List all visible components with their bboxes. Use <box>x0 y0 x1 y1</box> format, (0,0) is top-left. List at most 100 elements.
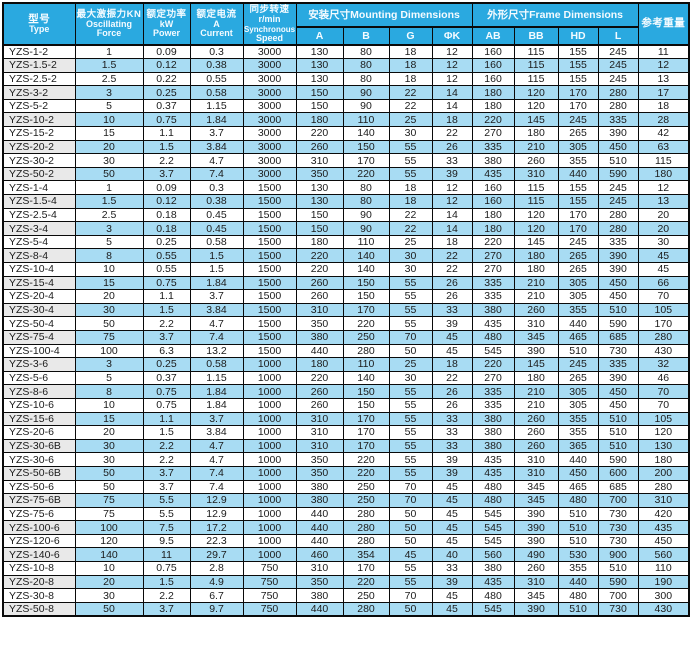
model-cell: YZS-10-8 <box>2 561 76 576</box>
value-cell: 55 <box>388 561 433 576</box>
value-cell: 80 <box>342 43 390 60</box>
model-cell: YZS-1-4 <box>2 180 76 196</box>
value-cell: 15 <box>74 411 144 427</box>
value-cell: 150 <box>342 397 390 413</box>
value-cell: 25 <box>388 357 433 372</box>
value-cell: 560 <box>637 547 690 563</box>
value-cell: 42 <box>637 126 690 141</box>
value-cell: 1500 <box>242 262 297 277</box>
value-cell: 70 <box>637 384 690 399</box>
value-cell: 12 <box>431 71 473 87</box>
value-cell: 140 <box>342 126 390 141</box>
col-subheader-G: G <box>388 26 433 46</box>
value-cell: 180 <box>637 452 690 467</box>
value-cell: 75 <box>74 329 144 345</box>
col-header-speed: 同步转速 r/min Synchronous Speed <box>242 2 297 46</box>
value-cell: 440 <box>295 506 344 522</box>
value-cell: 480 <box>471 329 515 345</box>
value-cell: 55 <box>388 397 433 413</box>
col-subheader-phiK: ΦK <box>431 26 473 46</box>
value-cell: 310 <box>513 316 559 331</box>
value-cell: 0.45 <box>189 221 244 236</box>
value-cell: 450 <box>597 139 639 155</box>
value-cell: 14 <box>431 207 473 223</box>
value-cell: 3 <box>74 221 144 236</box>
value-cell: 10 <box>74 561 144 576</box>
value-cell: 3000 <box>242 58 297 73</box>
value-cell: 480 <box>471 588 515 603</box>
value-cell: 3000 <box>242 166 297 182</box>
value-cell: 480 <box>471 479 515 495</box>
value-cell: 345 <box>513 479 559 495</box>
value-cell: 75 <box>74 493 144 508</box>
value-cell: 440 <box>557 452 599 467</box>
model-cell: YZS-30-2 <box>2 153 76 168</box>
model-cell: YZS-20-8 <box>2 574 76 590</box>
value-cell: 0.37 <box>142 98 191 114</box>
value-cell: 220 <box>295 262 344 277</box>
col-header-force: 最大激振力KN Oscillating Force <box>74 2 144 46</box>
value-cell: 75 <box>74 506 144 522</box>
value-cell: 260 <box>513 438 559 454</box>
value-cell: 380 <box>471 411 515 427</box>
value-cell: 300 <box>637 588 690 603</box>
value-cell: 45 <box>388 547 433 563</box>
value-cell: 365 <box>557 438 599 454</box>
value-cell: 1000 <box>242 533 297 549</box>
value-cell: 14 <box>431 98 473 114</box>
value-cell: 140 <box>342 248 390 263</box>
value-cell: 345 <box>513 493 559 508</box>
value-cell: 305 <box>557 384 599 399</box>
value-cell: 280 <box>597 221 639 236</box>
col-header-type-zh: 型号 <box>28 12 51 25</box>
table-row: YZS-3-6 3 0.25 0.58 1000 180 110 25 18 220 145 245 3… <box>2 357 690 372</box>
value-cell: 0.75 <box>142 397 191 413</box>
value-cell: 11 <box>142 547 191 563</box>
value-cell: 105 <box>637 302 690 318</box>
model-cell: YZS-50-8 <box>2 601 76 617</box>
value-cell: 590 <box>597 574 639 590</box>
value-cell: 250 <box>342 588 390 603</box>
table-row: YZS-120-6 120 9.5 22.3 1000 440 280 50 45 545 390 5… <box>2 533 690 549</box>
value-cell: 280 <box>342 601 390 617</box>
value-cell: 390 <box>597 370 639 386</box>
value-cell: 390 <box>513 506 559 522</box>
table-row: YZS-30-6 30 2.2 4.7 1000 350 220 55 39 435 310 440 5… <box>2 452 690 467</box>
value-cell: 155 <box>557 194 599 209</box>
model-cell: YZS-20-2 <box>2 139 76 155</box>
value-cell: 170 <box>557 98 599 114</box>
value-cell: 220 <box>342 166 390 182</box>
col-header-type-en: Type <box>29 23 50 34</box>
col-subheader-A: A <box>295 26 344 46</box>
value-cell: 280 <box>597 98 639 114</box>
value-cell: 0.12 <box>142 58 191 73</box>
table-row: YZS-20-6 20 1.5 3.84 1000 310 170 55 33 380 260 355… <box>2 425 690 440</box>
value-cell: 1.5 <box>189 262 244 277</box>
value-cell: 335 <box>597 234 639 250</box>
value-cell: 18 <box>388 43 433 60</box>
value-cell: 1500 <box>242 248 297 263</box>
col-header-current-unit: A <box>213 18 220 29</box>
value-cell: 210 <box>513 275 559 291</box>
value-cell: 730 <box>597 343 639 359</box>
table-row: YZS-15-6 15 1.1 3.7 1000 310 170 55 33 380 260 355 5… <box>2 411 690 427</box>
value-cell: 750 <box>242 601 297 617</box>
value-cell: 350 <box>295 166 344 182</box>
model-cell: YZS-30-6 <box>2 452 76 467</box>
value-cell: 270 <box>471 370 515 386</box>
value-cell: 150 <box>342 289 390 304</box>
value-cell: 510 <box>557 506 599 522</box>
value-cell: 7.4 <box>189 329 244 345</box>
value-cell: 0.09 <box>142 43 191 60</box>
value-cell: 130 <box>295 58 344 73</box>
value-cell: 5 <box>74 234 144 250</box>
value-cell: 245 <box>557 357 599 372</box>
value-cell: 0.3 <box>189 43 244 60</box>
value-cell: 17.2 <box>189 520 244 535</box>
value-cell: 510 <box>557 520 599 535</box>
value-cell: 3000 <box>242 71 297 87</box>
col-subheader-BB: BB <box>513 26 559 46</box>
value-cell: 1500 <box>242 329 297 345</box>
value-cell: 355 <box>557 302 599 318</box>
value-cell: 33 <box>431 411 473 427</box>
